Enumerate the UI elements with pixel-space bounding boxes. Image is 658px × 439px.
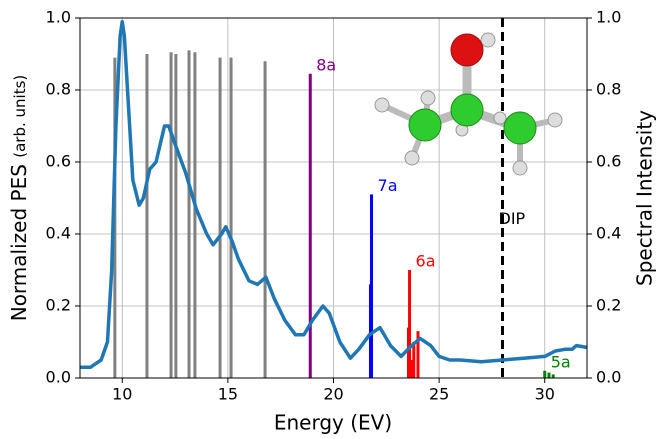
- y-tick-label: 0.8: [46, 80, 71, 99]
- atom-o: [451, 34, 483, 66]
- atom-h: [494, 112, 506, 124]
- stick-label: 7a: [378, 176, 398, 195]
- x-tick-label: 15: [218, 385, 238, 404]
- x-tick-label: 25: [429, 385, 449, 404]
- atom-h: [421, 91, 435, 105]
- page: {"chart_data": {"type": "line", "xlabel"…: [0, 0, 658, 435]
- x-tick-label: 20: [323, 385, 343, 404]
- atom-c: [504, 112, 536, 144]
- x-axis-label: Energy (EV): [274, 411, 392, 435]
- dip-label: DIP: [499, 209, 526, 228]
- stick-label: 8a: [316, 55, 336, 74]
- y-tick-label: 1.0: [46, 8, 71, 27]
- atom-h: [548, 113, 562, 127]
- y2-axis-label: Spectral Intensity: [633, 110, 657, 286]
- y2-tick-label: 0.8: [596, 80, 621, 99]
- x-tick-label: 10: [112, 385, 132, 404]
- y2-tick-label: 0.0: [596, 368, 621, 387]
- y-tick-label: 0.2: [46, 296, 71, 315]
- y-tick-label: 0.4: [46, 224, 71, 243]
- y-tick-label: 0.6: [46, 152, 71, 171]
- atom-h: [375, 98, 389, 112]
- atom-h: [405, 151, 419, 165]
- stick-label: 6a: [416, 252, 436, 271]
- y2-tick-label: 1.0: [596, 8, 621, 27]
- y2-tick-label: 0.4: [596, 224, 621, 243]
- atom-h: [513, 161, 527, 175]
- atom-h: [481, 33, 495, 47]
- chart: Energy (EV) Normalized PES (arb. units) …: [0, 0, 658, 435]
- atom-c: [409, 109, 441, 141]
- atom-c: [451, 94, 483, 126]
- y-axis-label-units: (arb. units): [11, 75, 29, 158]
- x-tick-label: 30: [535, 385, 555, 404]
- y2-tick-label: 0.6: [596, 152, 621, 171]
- y-axis-label: Normalized PES (arb. units): [7, 75, 31, 322]
- y2-tick-label: 0.2: [596, 296, 621, 315]
- y-tick-label: 0.0: [46, 368, 71, 387]
- y-axis-label-main: Normalized PES: [7, 164, 31, 321]
- stick-label: 5a: [551, 352, 571, 371]
